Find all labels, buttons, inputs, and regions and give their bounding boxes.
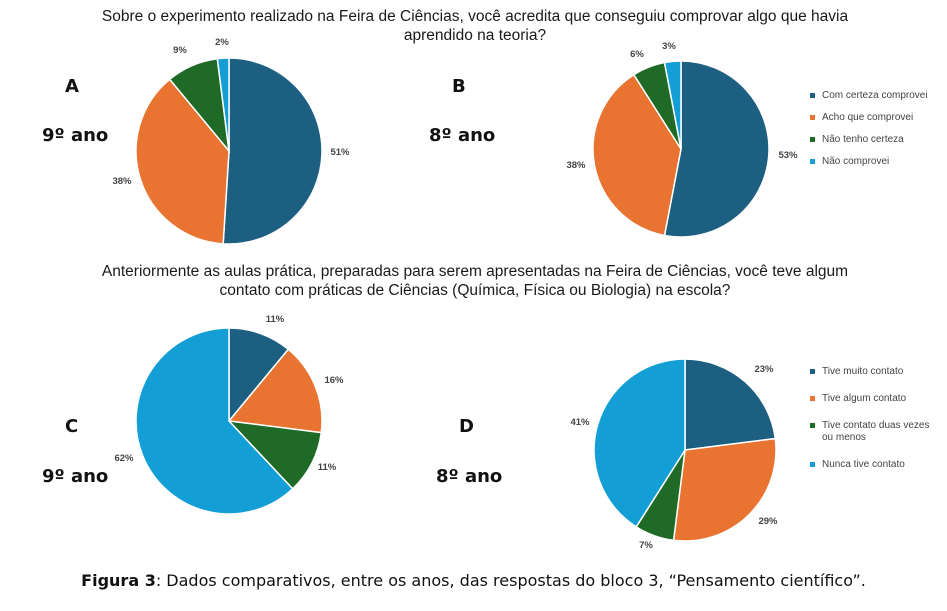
legend-q1-label-2: Acho que comprovei bbox=[822, 112, 914, 123]
panel-c-letter: C bbox=[65, 416, 79, 437]
legend-q2-item-4: Nunca tive contato bbox=[810, 459, 935, 471]
pie-c-slice-4 bbox=[135, 327, 294, 515]
panel-d-letter: D bbox=[459, 416, 474, 437]
legend-q1-swatch-3 bbox=[810, 137, 815, 142]
caption-text: : Dados comparativos, entre os anos, das… bbox=[155, 571, 866, 590]
legend-q2-swatch-1 bbox=[810, 369, 815, 374]
legend-q1-label-3: Não tenho certeza bbox=[822, 134, 904, 145]
legend-q1-item-2: Acho que comprovei bbox=[810, 112, 930, 124]
pie-a-slice-1 bbox=[222, 57, 323, 245]
pie-b-label-2: 38% bbox=[566, 160, 586, 171]
panel-c-grade: 9º ano bbox=[42, 466, 109, 487]
pie-d-slice-1 bbox=[684, 358, 777, 451]
pie-b-slice-4 bbox=[663, 60, 682, 150]
legend-q2-label-1: Tive muito contato bbox=[822, 366, 904, 377]
legend-q2-item-3: Tive contato duas vezes ou menos bbox=[810, 420, 935, 444]
pie-a-label-1: 51% bbox=[330, 147, 350, 158]
panel-b-letter: B bbox=[452, 76, 466, 97]
legend-q1-item-3: Não tenho certeza bbox=[810, 134, 930, 146]
pie-c-label-3: 11% bbox=[318, 462, 337, 473]
panel-b-grade: 8º ano bbox=[429, 125, 496, 146]
legend-q1-item-4: Não comprovei bbox=[810, 156, 930, 168]
pie-b-label-4: 3% bbox=[662, 41, 676, 52]
pie-a-slice-4 bbox=[216, 57, 230, 152]
pie-d-label-1: 23% bbox=[754, 364, 774, 375]
legend-q2-item-2: Tive algum contato bbox=[810, 393, 935, 405]
pie-d-slice-2 bbox=[672, 437, 777, 542]
legend-q1-label-1: Com certeza comprovei bbox=[822, 90, 928, 101]
pie-c-label-4: 62% bbox=[114, 453, 134, 464]
legend-q2-label-4: Nunca tive contato bbox=[822, 459, 905, 470]
legend-q1-label-4: Não comprovei bbox=[822, 156, 890, 167]
caption-label: Figura 3 bbox=[81, 571, 156, 590]
pie-b-label-3: 6% bbox=[630, 49, 644, 60]
legend-q1-swatch-1 bbox=[810, 93, 815, 98]
legend-q2-swatch-2 bbox=[810, 396, 815, 401]
pie-d-label-3: 7% bbox=[639, 540, 653, 551]
legend-q1-swatch-4 bbox=[810, 159, 815, 164]
pie-c-label-2: 16% bbox=[324, 375, 344, 386]
legend-question-1: Com certeza comprovei Acho que comprovei N… bbox=[810, 90, 930, 178]
pie-b-label-1: 53% bbox=[778, 150, 798, 161]
pie-b-slice-1 bbox=[663, 60, 770, 238]
legend-q2-item-1: Tive muito contato bbox=[810, 366, 935, 378]
pie-a-label-2: 38% bbox=[112, 176, 132, 187]
panel-a-letter: A bbox=[65, 76, 79, 97]
pie-c-slice-2 bbox=[227, 348, 323, 434]
panel-d-grade: 8º ano bbox=[436, 466, 503, 487]
question-2-title: Anteriormente as aulas prática, preparad… bbox=[101, 263, 849, 299]
legend-q2-swatch-4 bbox=[810, 462, 815, 467]
pie-d-label-4: 41% bbox=[570, 417, 590, 428]
legend-question-2: Tive muito contato Tive algum contato Tive… bbox=[810, 366, 935, 486]
legend-q2-label-3: Tive contato duas vezes ou menos bbox=[822, 420, 930, 443]
legend-q2-label-2: Tive algum contato bbox=[822, 393, 907, 404]
pie-d-slice-4 bbox=[593, 358, 686, 528]
question-1-title: Sobre o experimento realizado na Feira d… bbox=[101, 8, 849, 44]
pie-a-label-3: 9% bbox=[173, 45, 187, 56]
legend-q1-swatch-2 bbox=[810, 115, 815, 120]
pie-c-label-1: 11% bbox=[266, 314, 285, 325]
panel-a-grade: 9º ano bbox=[42, 125, 109, 146]
pie-d-label-2: 29% bbox=[758, 516, 778, 527]
pie-a-label-4: 2% bbox=[215, 37, 229, 48]
legend-q1-item-1: Com certeza comprovei bbox=[810, 90, 930, 102]
pie-a-slice-2 bbox=[135, 78, 230, 245]
legend-q2-swatch-3 bbox=[810, 423, 815, 428]
figure-caption: Figura 3: Dados comparativos, entre os a… bbox=[0, 571, 947, 590]
